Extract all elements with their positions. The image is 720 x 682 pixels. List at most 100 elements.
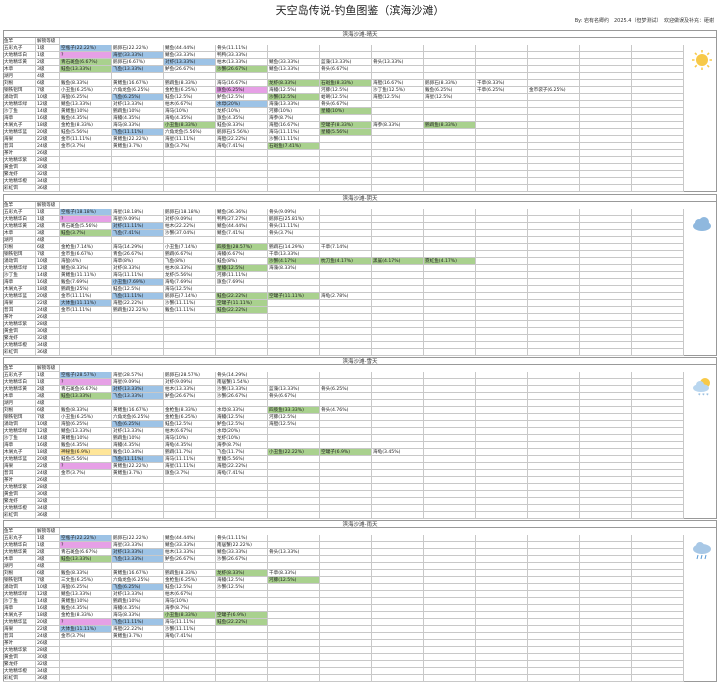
bait: 涌动饵 (3, 421, 36, 428)
empty-cell (528, 633, 580, 640)
empty-cell (164, 150, 216, 157)
empty-cell (216, 598, 268, 605)
bait: 五彩丸子 (3, 535, 36, 542)
empty-cell (424, 66, 476, 73)
fish-cell: 海藻(13.33%) (268, 101, 320, 108)
empty-cell (632, 230, 684, 237)
fish-cell: 金币(3.7%) (60, 143, 112, 150)
empty-cell (632, 59, 684, 66)
empty-cell (320, 328, 372, 335)
fish-cell: 河豚(11.11%) (216, 272, 268, 279)
empty-cell (476, 335, 528, 342)
empty-cell (320, 342, 372, 349)
fish-cell: 骨头(6.67%) (320, 101, 372, 108)
fish-cell: 空罐子(11.11%) (268, 293, 320, 300)
empty-cell (476, 115, 528, 122)
weather-icon (692, 50, 712, 70)
section-title: 滨海沙滩-雨天 (3, 520, 717, 528)
empty-cell (632, 675, 684, 682)
empty-cell (424, 272, 476, 279)
empty-cell (268, 342, 320, 349)
empty-cell (528, 647, 580, 654)
fish-cell: 海马(11.11%) (164, 456, 216, 463)
empty-cell (216, 498, 268, 505)
fish-cell: 旗鱼(3.7%) (164, 143, 216, 150)
fish-cell: 金币(3.7%) (60, 470, 112, 477)
empty-cell (528, 449, 580, 456)
empty-cell (60, 73, 112, 80)
empty-cell (216, 647, 268, 654)
fish-cell: 河豚(12.5%) (320, 87, 372, 94)
empty-cell (476, 612, 528, 619)
fish-cell: 枕刀鱼(4.17%) (320, 258, 372, 265)
fish-cell: 千草(13.33%) (268, 251, 320, 258)
fish-cell: 大体鱼(11.11%) (60, 626, 112, 633)
empty-cell (112, 164, 164, 171)
bait: 沙丁鱼 (3, 598, 36, 605)
empty-cell (528, 150, 580, 157)
empty-cell (164, 484, 216, 491)
bait: 木屑丸子 (3, 449, 36, 456)
fish-cell: 蛤蜊(12.5%) (320, 94, 372, 101)
empty-cell (528, 216, 580, 223)
empty-cell (372, 668, 424, 675)
empty-cell (632, 463, 684, 470)
empty-cell (60, 171, 112, 178)
empty-cell (164, 178, 216, 185)
level: 34级 (36, 342, 60, 349)
empty-cell (320, 626, 372, 633)
empty-cell (476, 542, 528, 549)
fish-cell: 鹦鹉(6.67%) (164, 251, 216, 258)
empty-cell (268, 286, 320, 293)
empty-cell (372, 428, 424, 435)
empty-cell (424, 619, 476, 626)
empty-cell (476, 605, 528, 612)
fish-cell: 鲅鱼(4.35%) (60, 605, 112, 612)
bait: 木草 (3, 393, 36, 400)
empty-cell (320, 421, 372, 428)
empty-cell (632, 393, 684, 400)
empty-cell (268, 563, 320, 570)
empty-cell (580, 570, 632, 577)
empty-cell (424, 251, 476, 258)
empty-cell (164, 157, 216, 164)
empty-cell (372, 321, 424, 328)
empty-cell (528, 178, 580, 185)
empty-cell (424, 640, 476, 647)
empty-cell (320, 157, 372, 164)
bait: 钢铁铝饵 (3, 251, 36, 258)
empty-cell (528, 563, 580, 570)
empty-cell (632, 491, 684, 498)
empty-cell (372, 164, 424, 171)
level: 22级 (36, 136, 60, 143)
fish-cell: 鹦鹉鱼(10%) (112, 435, 164, 442)
fish-cell: 沙蟹(12.5%) (268, 94, 320, 101)
empty-cell (580, 230, 632, 237)
fish-cell: 飞鱼(6.25%) (112, 94, 164, 101)
empty-cell (528, 584, 580, 591)
empty-cell (320, 505, 372, 512)
empty-cell (528, 386, 580, 393)
empty-cell (632, 321, 684, 328)
empty-cell (424, 484, 476, 491)
fish-cell: 枯木(13.33%) (164, 549, 216, 556)
empty-cell (632, 605, 684, 612)
empty-cell (476, 591, 528, 598)
empty-cell (580, 386, 632, 393)
weather-icon (693, 542, 711, 560)
empty-cell (632, 449, 684, 456)
fish-cell: 鹦鹉鱼(8.33%) (164, 80, 216, 87)
fish-cell: 鲑鱼(12.5%) (112, 286, 164, 293)
empty-cell (476, 477, 528, 484)
bait: 大地精华白 (3, 379, 36, 386)
empty-cell (320, 605, 372, 612)
fish-cell: 水母(8.33%) (216, 407, 268, 414)
empty-cell (580, 647, 632, 654)
fish-cell: 海星(33.33%) (112, 542, 164, 549)
empty-cell (424, 449, 476, 456)
empty-cell (632, 498, 684, 505)
empty-cell (320, 143, 372, 150)
fish-cell: 鹦鹉(11.7%) (164, 449, 216, 456)
level: 28级 (36, 484, 60, 491)
empty-cell (268, 463, 320, 470)
